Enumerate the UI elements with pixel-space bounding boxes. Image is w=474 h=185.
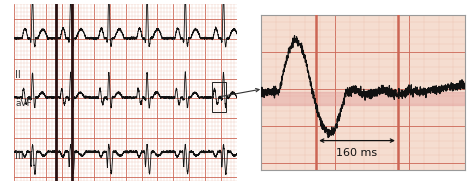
- Text: aVF: aVF: [15, 99, 32, 108]
- Bar: [261, 92, 465, 105]
- Text: 160 ms: 160 ms: [337, 148, 378, 158]
- Text: III: III: [15, 152, 24, 162]
- Text: II: II: [15, 70, 21, 80]
- Bar: [211, 82, 226, 112]
